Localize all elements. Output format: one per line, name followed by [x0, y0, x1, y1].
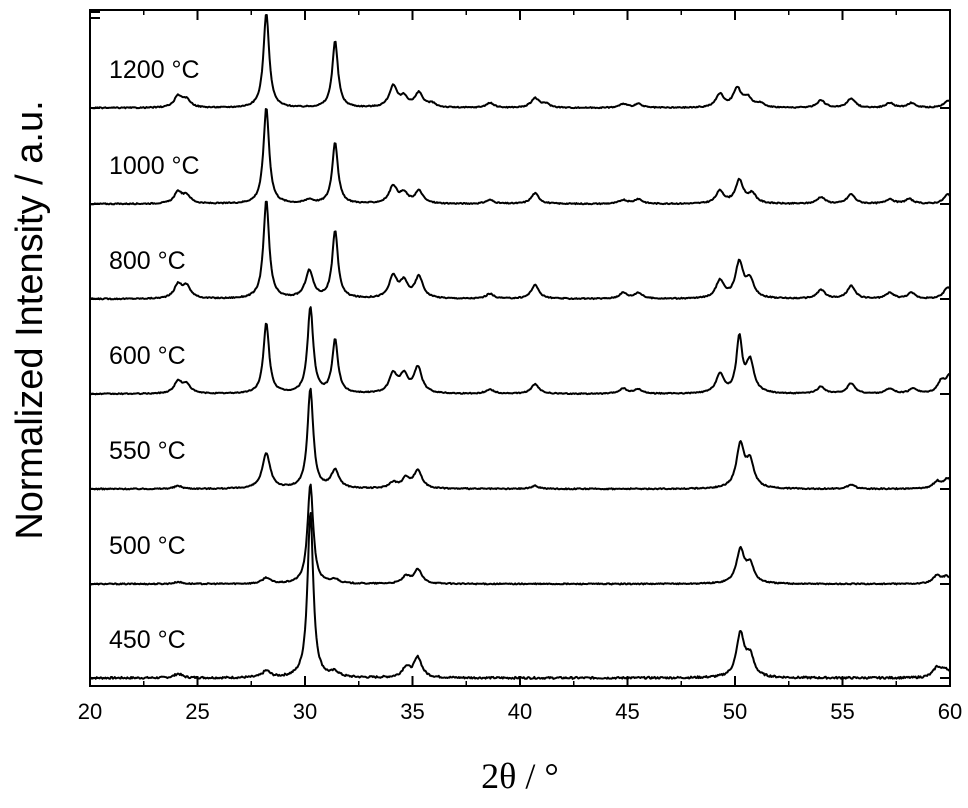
x-axis-title: 2θ / ° — [481, 756, 559, 796]
series-trace — [89, 512, 951, 680]
x-tick-label: 25 — [185, 699, 209, 724]
series-trace — [89, 306, 951, 396]
series-label: 500 °C — [109, 532, 186, 560]
x-tick-label: 55 — [830, 699, 854, 724]
series-trace — [89, 200, 951, 301]
x-tick-label: 20 — [78, 699, 102, 724]
series-label: 800 °C — [109, 247, 186, 275]
x-tick-label: 30 — [293, 699, 317, 724]
series-trace — [89, 108, 951, 206]
y-axis-title: Normalized Intensity / a.u. — [9, 100, 51, 539]
x-tick-label: 35 — [400, 699, 424, 724]
series-label: 1000 °C — [109, 152, 200, 180]
series-trace — [89, 483, 951, 586]
x-tick-label: 45 — [615, 699, 639, 724]
series-label: 600 °C — [109, 342, 186, 370]
series-trace — [89, 387, 951, 491]
x-tick-label: 50 — [723, 699, 747, 724]
series-traces — [89, 14, 951, 680]
series-labels: 450 °C 500 °C 550 °C 600 °C 800 °C 1000 °C 120… — [109, 56, 200, 654]
axis-ticks: 20 25 30 35 40 45 50 55 60 — [78, 10, 962, 724]
series-label: 1200 °C — [109, 56, 200, 84]
x-tick-label: 40 — [508, 699, 532, 724]
x-tick-label: 60 — [938, 699, 962, 724]
series-label: 450 °C — [109, 626, 186, 654]
series-trace — [89, 14, 951, 110]
series-label: 550 °C — [109, 437, 186, 465]
